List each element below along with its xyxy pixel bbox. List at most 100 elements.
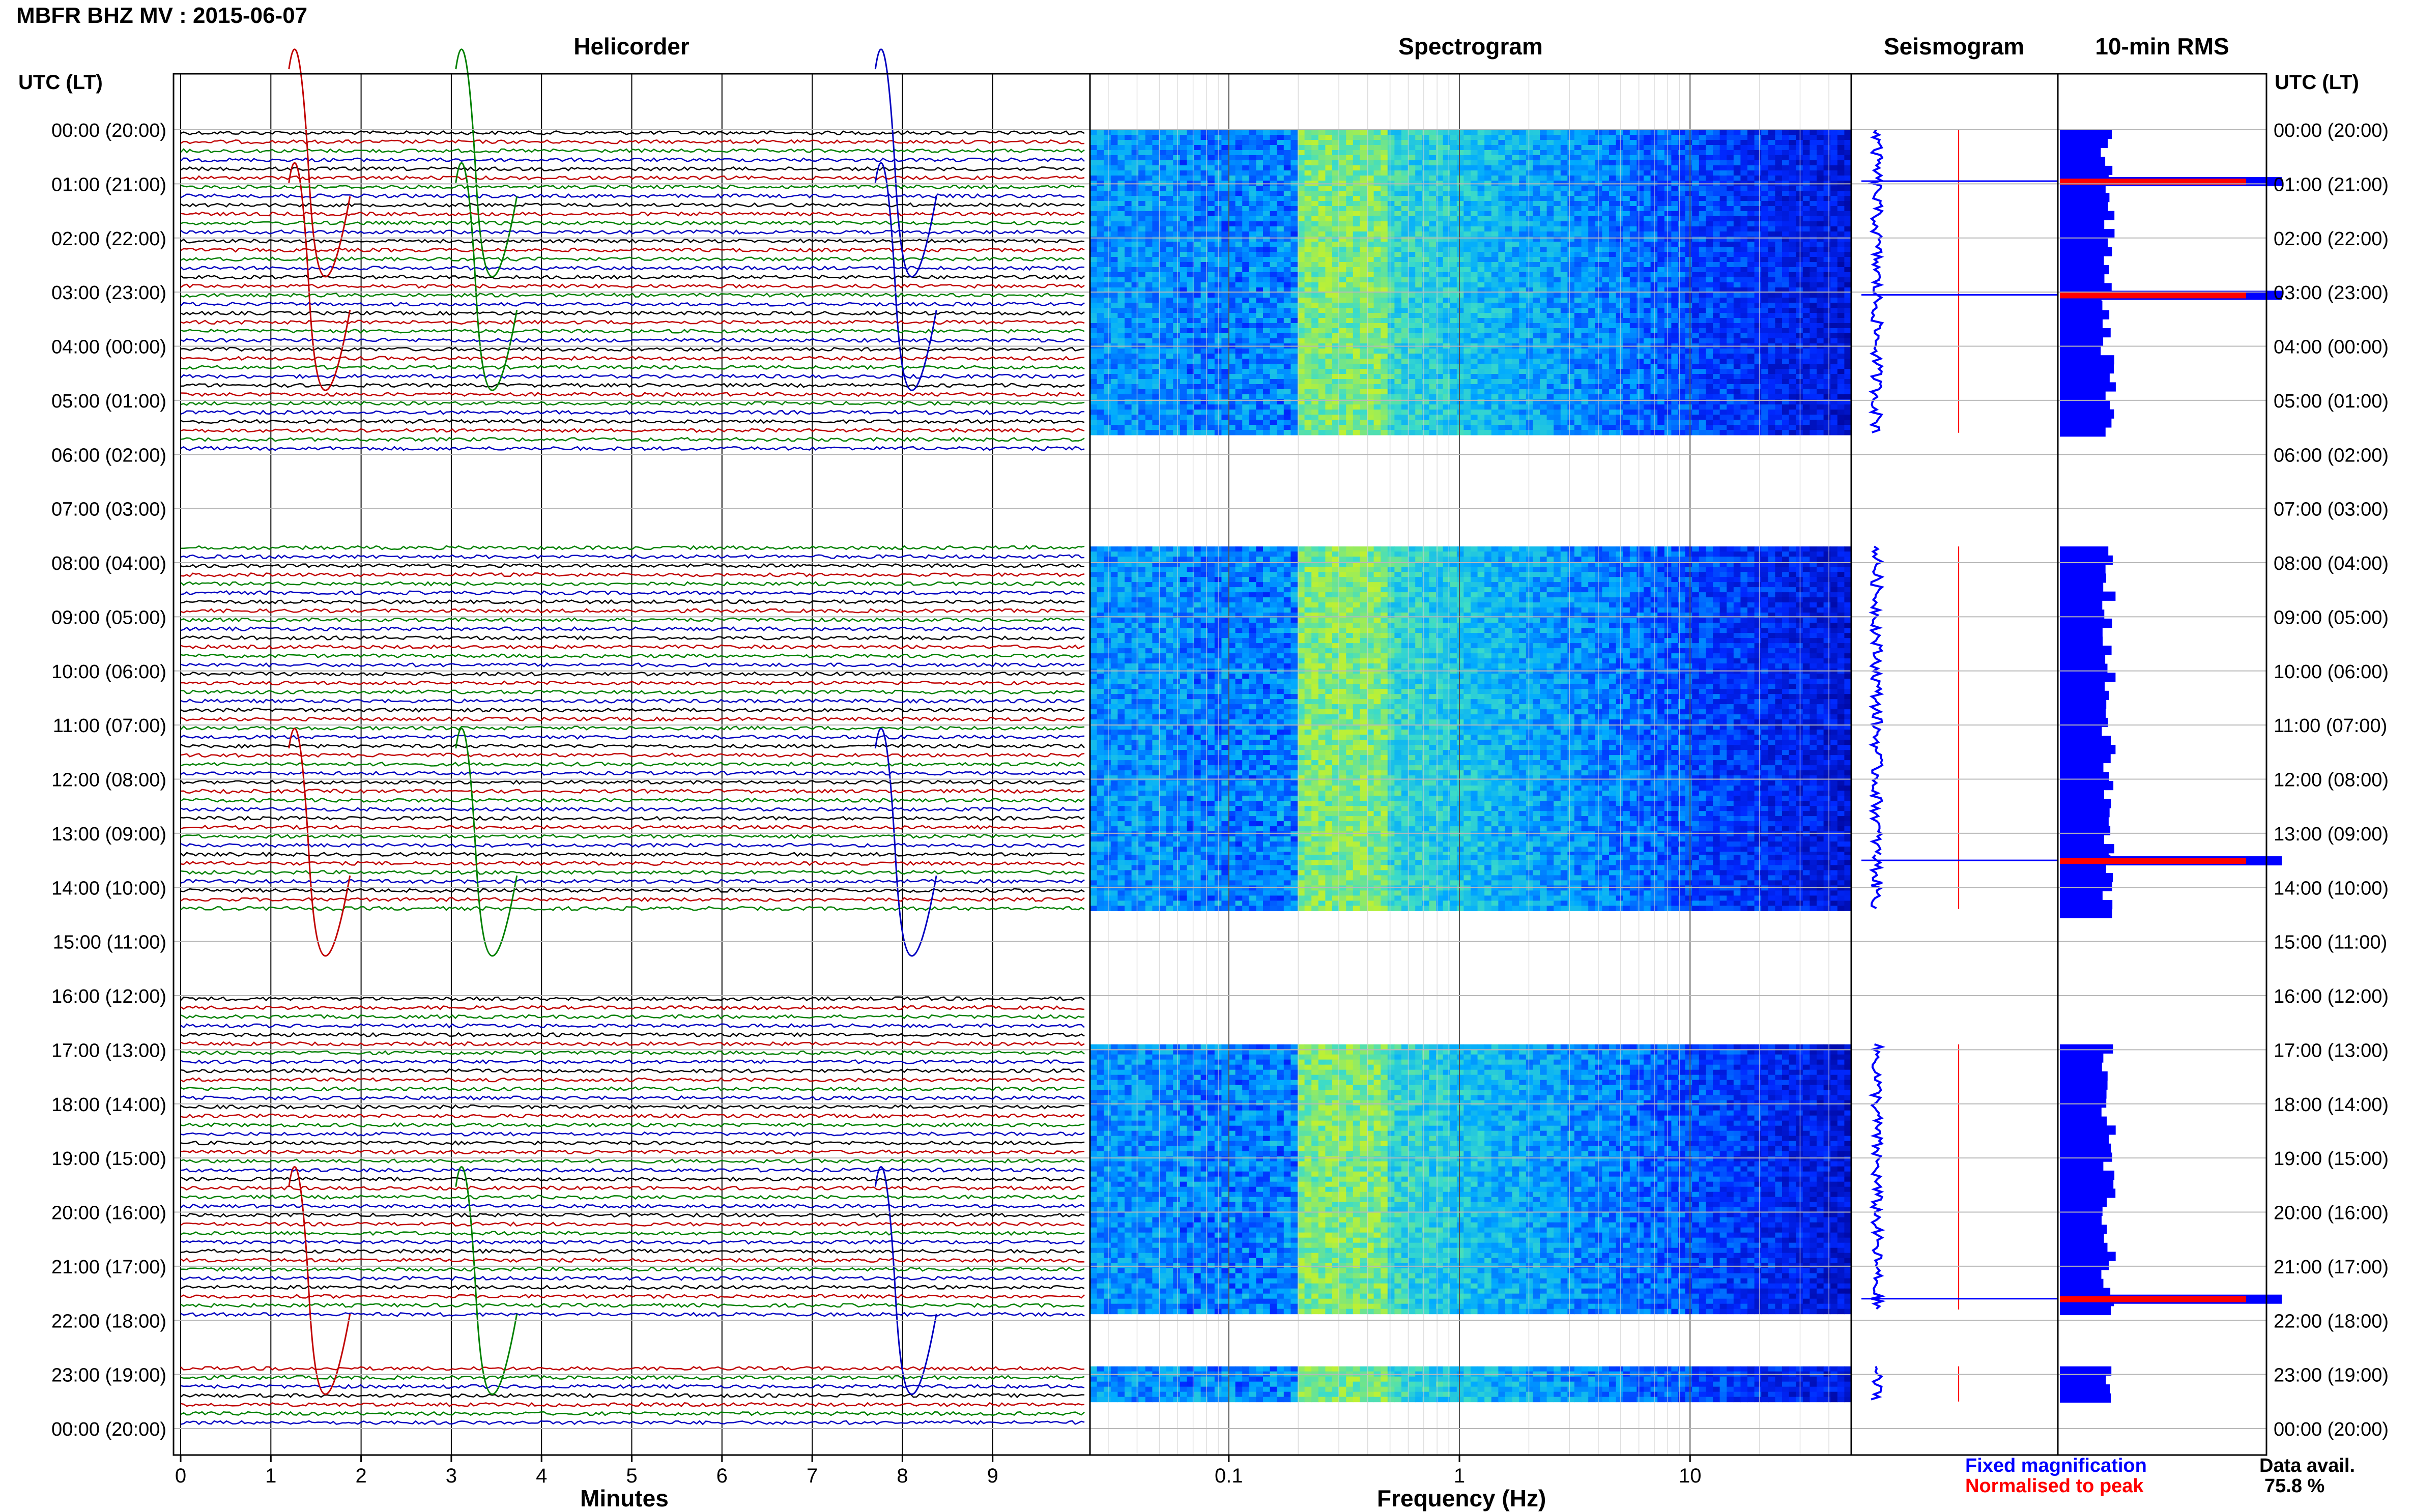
spectrogram-cell [1401, 318, 1409, 324]
spectrogram-cell [1630, 303, 1637, 308]
spectrogram-cell [1409, 155, 1416, 161]
spectrogram-cell [1305, 252, 1312, 257]
spectrogram-cell [1824, 140, 1831, 146]
spectrogram-cell [1727, 247, 1734, 252]
helicorder-trace [181, 870, 1084, 874]
spectrogram-cell [1837, 242, 1845, 247]
spectrogram-cell [1747, 130, 1755, 135]
spectrogram-cell [1208, 328, 1215, 334]
spectrogram-cell [1817, 206, 1824, 212]
spectrogram-cell [1360, 267, 1367, 273]
spectrogram-cell [1789, 303, 1796, 308]
spectrogram-cell [1381, 338, 1388, 344]
spectrogram-cell [1325, 226, 1332, 232]
spectrogram-cell [1844, 135, 1851, 140]
spectrogram-cell [1657, 338, 1664, 344]
spectrogram-cell [1803, 140, 1810, 146]
spectrogram-cell [1339, 333, 1346, 339]
spectrogram-cell [1166, 176, 1173, 181]
spectrogram-cell [1595, 277, 1602, 283]
spectrogram-cell [1284, 348, 1291, 354]
spectrogram-cell [1727, 303, 1734, 308]
spectrogram-cell [1409, 130, 1416, 135]
spectrogram-cell [1623, 165, 1630, 171]
spectrogram-cell [1388, 150, 1395, 156]
spectrogram-cell [1720, 191, 1727, 196]
spectrogram-cell [1298, 303, 1305, 308]
spectrogram-cell [1270, 165, 1277, 171]
spectrogram-cell [1249, 181, 1256, 186]
spectrogram-cell [1561, 155, 1568, 161]
spectrogram-cell [1138, 242, 1145, 247]
spectrogram-cell [1249, 318, 1256, 324]
spectrogram-cell [1409, 298, 1416, 303]
spectrogram-cell [1325, 196, 1332, 201]
spectrogram-cell [1636, 130, 1644, 135]
spectrogram-cell [1512, 135, 1519, 140]
spectrogram-cell [1789, 181, 1796, 186]
spectrogram-cell [1699, 176, 1706, 181]
spectrogram-cell [1782, 272, 1789, 278]
spectrogram-cell [1810, 318, 1817, 324]
spectrogram-cell [1817, 257, 1824, 263]
spectrogram-cell [1360, 328, 1367, 334]
spectrogram-cell [1284, 160, 1291, 166]
spectrogram-cell [1374, 165, 1381, 171]
spectrogram-cell [1346, 348, 1353, 354]
spectrogram-cell [1491, 196, 1499, 201]
spectrogram-cell [1491, 201, 1499, 207]
spectrogram-cell [1554, 176, 1561, 181]
spectrogram-cell [1561, 303, 1568, 308]
spectrogram-cell [1104, 247, 1111, 252]
spectrogram-cell [1837, 186, 1845, 191]
spectrogram-cell [1540, 313, 1547, 318]
spectrogram-cell [1595, 272, 1602, 278]
spectrogram-cell [1111, 216, 1118, 222]
spectrogram-cell [1097, 201, 1104, 207]
spectrogram-cell [1616, 348, 1623, 354]
spectrogram-cell [1519, 298, 1526, 303]
spectrogram-cell [1810, 242, 1817, 247]
spectrogram-cell [1644, 135, 1651, 140]
spectrogram-cell [1159, 176, 1166, 181]
spectrogram-cell [1478, 318, 1485, 324]
spectrogram-cell [1602, 226, 1609, 232]
helicorder-trace [181, 158, 1084, 162]
spectrogram-cell [1132, 252, 1139, 257]
spectrogram-cell [1388, 155, 1395, 161]
spectrogram-cell [1692, 216, 1699, 222]
spectrogram-cell [1706, 252, 1713, 257]
spectrogram-cell [1284, 272, 1291, 278]
spectrogram-cell [1346, 313, 1353, 318]
spectrogram-cell [1692, 196, 1699, 201]
spectrogram-cell [1595, 323, 1602, 329]
spectrogram-cell [1318, 272, 1326, 278]
spectrogram-cell [1720, 348, 1727, 354]
spectrogram-cell [1526, 267, 1533, 273]
helicorder-trace [181, 167, 1084, 170]
spectrogram-cell [1422, 145, 1429, 151]
spectrogram-cell [1166, 196, 1173, 201]
spectrogram-cell [1173, 181, 1180, 186]
spectrogram-cell [1256, 150, 1263, 156]
spectrogram-cell [1727, 191, 1734, 196]
spectrogram-cell [1145, 323, 1153, 329]
spectrogram-cell [1636, 155, 1644, 161]
spectrogram-cell [1582, 348, 1589, 354]
spectrogram-cell [1478, 298, 1485, 303]
spectrogram-cell [1671, 211, 1678, 217]
spectrogram-cell [1284, 191, 1291, 196]
spectrogram-cell [1582, 150, 1589, 156]
spectrogram-cell [1630, 186, 1637, 191]
spectrogram-cell [1817, 186, 1824, 191]
spectrogram-cell [1554, 272, 1561, 278]
spectrogram-cell [1318, 221, 1326, 227]
spectrogram-cell [1256, 206, 1263, 212]
spectrogram-cell [1332, 170, 1339, 176]
spectrogram-cell [1706, 186, 1713, 191]
spectrogram-cell [1194, 267, 1201, 273]
spectrogram-cell [1457, 135, 1464, 140]
spectrogram-cell [1422, 130, 1429, 135]
spectrogram-cell [1740, 348, 1747, 354]
spectrogram-cell [1824, 150, 1831, 156]
